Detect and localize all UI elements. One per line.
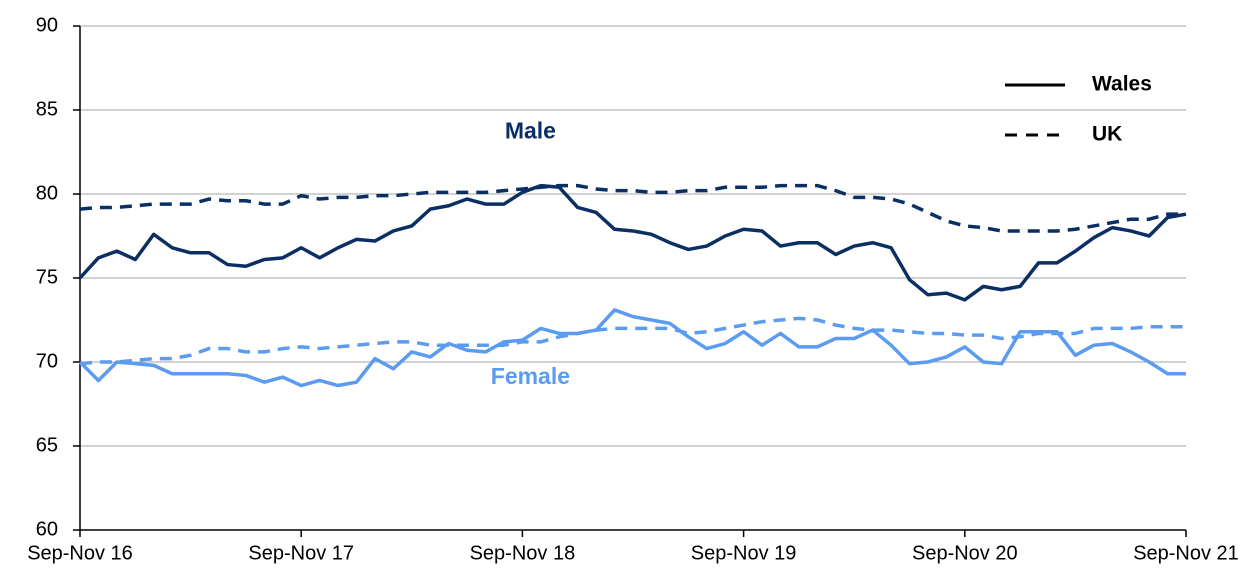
y-tick-label: 85 — [36, 98, 58, 120]
x-tick-label: Sep-Nov 17 — [248, 542, 354, 564]
x-tick-label: Sep-Nov 21 — [1133, 542, 1239, 564]
group-label: Female — [491, 363, 570, 389]
y-tick-label: 75 — [36, 266, 58, 288]
x-tick-label: Sep-Nov 19 — [691, 542, 797, 564]
x-tick-label: Sep-Nov 18 — [470, 542, 576, 564]
series-line — [78, 183, 1187, 302]
legend-label: UK — [1092, 123, 1122, 146]
y-tick-label: 90 — [36, 14, 58, 36]
y-tick-label: 60 — [36, 518, 58, 540]
y-tick-label: 80 — [36, 182, 58, 204]
series-line — [79, 183, 1186, 233]
series-line — [79, 316, 1186, 366]
x-tick-label: Sep-Nov 16 — [27, 542, 133, 564]
series-line — [78, 308, 1186, 388]
legend-label: Wales — [1092, 73, 1152, 96]
y-tick-label: 70 — [36, 350, 58, 372]
y-tick-label: 65 — [36, 434, 58, 456]
x-tick-label: Sep-Nov 20 — [912, 542, 1018, 564]
group-label: Male — [505, 117, 556, 143]
